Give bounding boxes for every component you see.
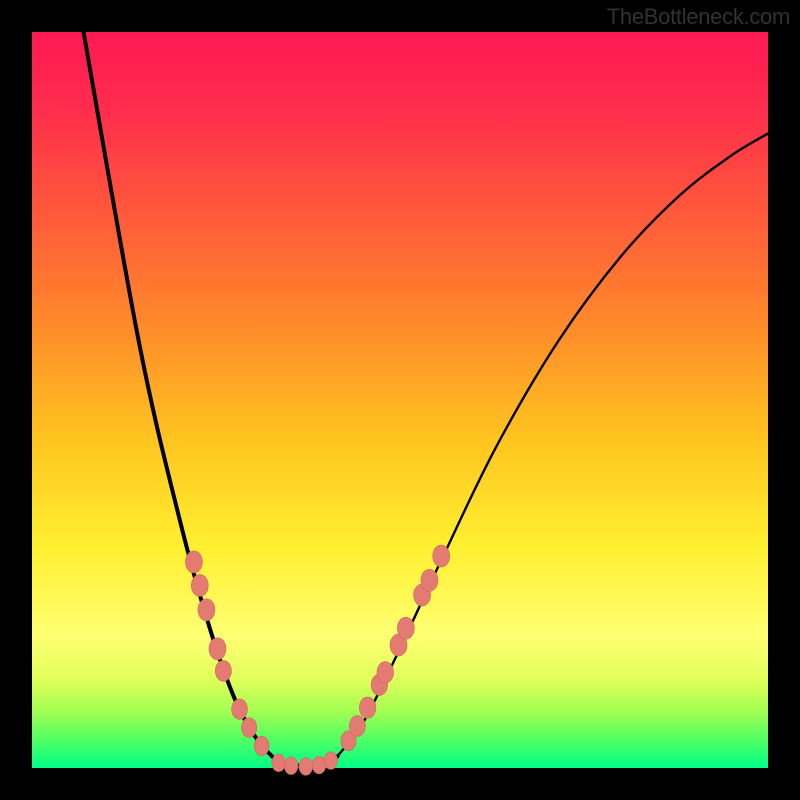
marker-point xyxy=(215,660,231,681)
marker-point xyxy=(272,754,286,772)
marker-point xyxy=(191,574,208,596)
marker-point xyxy=(299,758,313,776)
curve-group xyxy=(84,32,768,766)
marker-point xyxy=(421,569,438,591)
marker-point xyxy=(198,599,215,621)
curve-right xyxy=(275,134,768,766)
marker-point xyxy=(359,697,375,718)
curve-chart xyxy=(0,0,800,800)
marker-point xyxy=(397,617,414,639)
marker-point xyxy=(324,752,338,770)
marker-point xyxy=(241,718,256,738)
watermark-text: TheBottleneck.com xyxy=(607,4,790,30)
marker-point xyxy=(433,545,450,567)
markers-group xyxy=(185,545,449,775)
marker-point xyxy=(185,551,202,573)
curve-left xyxy=(84,32,338,766)
marker-point xyxy=(284,757,298,775)
chart-root: TheBottleneck.com xyxy=(0,0,800,800)
marker-point xyxy=(377,662,394,684)
marker-point xyxy=(312,756,326,774)
marker-point xyxy=(232,699,248,719)
marker-point xyxy=(349,716,365,737)
marker-point xyxy=(254,736,269,755)
marker-point xyxy=(209,638,226,660)
